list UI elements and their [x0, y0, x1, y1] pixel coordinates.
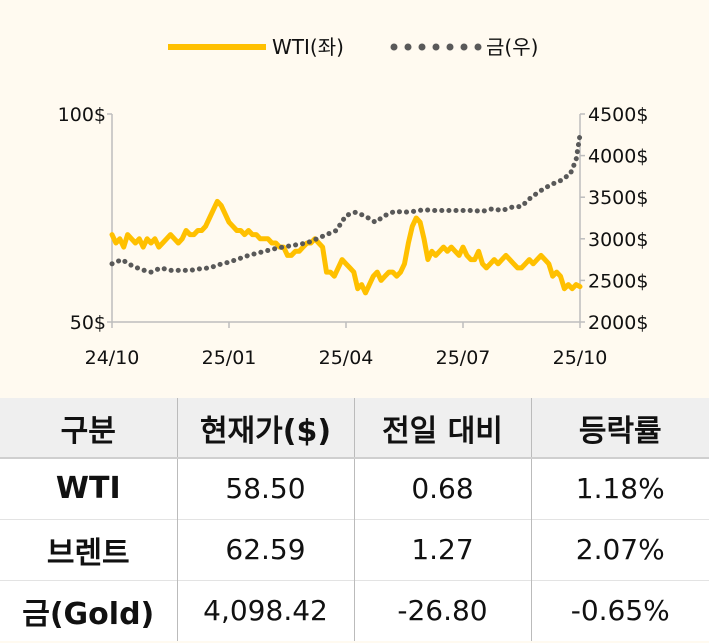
legend-gold-label: 금(우) — [486, 35, 538, 59]
header-current-price: 현재가($) — [177, 398, 355, 459]
header-category: 구분 — [0, 398, 178, 459]
row-label: WTI — [0, 458, 178, 519]
rate-cell: 2.07% — [531, 518, 709, 580]
right-y-tick-label: 3000$ — [588, 229, 648, 251]
right-y-tick-label: 2500$ — [588, 270, 648, 292]
price-cell: 62.59 — [177, 518, 355, 580]
wti-series-line — [109, 198, 583, 296]
chart-axes: 100$ 50$ 4500$ 4000$ 3500$ 3000$ 2500$ 2000$ 24/… — [58, 104, 649, 369]
x-tick-label: 25/04 — [319, 347, 374, 369]
right-y-tick-label: 3500$ — [588, 187, 648, 209]
right-y-tick-label: 4000$ — [588, 146, 648, 168]
right-y-tick-label: 2000$ — [588, 312, 648, 334]
x-tick-label: 25/01 — [202, 347, 257, 369]
rate-cell: -0.65% — [531, 579, 709, 641]
header-daily-change: 전일 대비 — [354, 398, 532, 459]
left-y-tick-label: 100$ — [58, 104, 106, 126]
row-label: 금(Gold) — [0, 579, 178, 641]
gold-series-line — [109, 132, 583, 275]
price-line-chart: WTI(좌) 금(우) 100$ 50$ 4500$ 4000$ 3500$ 3000$ 25… — [58, 35, 649, 369]
legend-gold-swatch-dot — [474, 43, 482, 51]
legend-gold-swatch-dot — [432, 43, 440, 51]
left-y-tick-label: 50$ — [70, 312, 106, 334]
change-cell: -26.80 — [354, 579, 532, 641]
price-cell: 58.50 — [177, 458, 355, 519]
legend-gold-swatch-dot — [418, 43, 426, 51]
change-cell: 0.68 — [354, 458, 532, 519]
header-change-rate: 등락률 — [531, 398, 709, 459]
price-table: 구분 현재가($) 전일 대비 등락률 WTI 58.50 0.68 1.18%… — [0, 398, 709, 641]
right-y-tick-label: 4500$ — [588, 104, 648, 126]
table-row-brent: 브렌트 62.59 1.27 2.07% — [0, 518, 709, 580]
x-tick-label: 24/10 — [85, 347, 140, 369]
price-cell: 4,098.42 — [177, 579, 355, 641]
table-row-wti: WTI 58.50 0.68 1.18% — [0, 458, 709, 519]
legend-gold-swatch-dot — [390, 43, 398, 51]
legend-gold-swatch-dot — [446, 43, 454, 51]
legend-wti-label: WTI(좌) — [272, 35, 344, 59]
chart-series — [109, 132, 583, 296]
x-tick-label: 25/07 — [436, 347, 491, 369]
chart-legend: WTI(좌) 금(우) — [168, 35, 538, 59]
legend-gold-swatch-dot — [404, 43, 412, 51]
table-row-gold: 금(Gold) 4,098.42 -26.80 -0.65% — [0, 579, 709, 641]
chart-area: WTI(좌) 금(우) 100$ 50$ 4500$ 4000$ 3500$ 3000$ 25… — [58, 35, 649, 369]
x-tick-label: 25/10 — [553, 347, 608, 369]
rate-cell: 1.18% — [575, 472, 665, 506]
change-cell: 1.27 — [354, 518, 532, 580]
table-header-row: 구분 현재가($) 전일 대비 등락률 — [0, 398, 709, 459]
legend-gold-swatch-dot — [460, 43, 468, 51]
row-label: 브렌트 — [0, 518, 178, 580]
